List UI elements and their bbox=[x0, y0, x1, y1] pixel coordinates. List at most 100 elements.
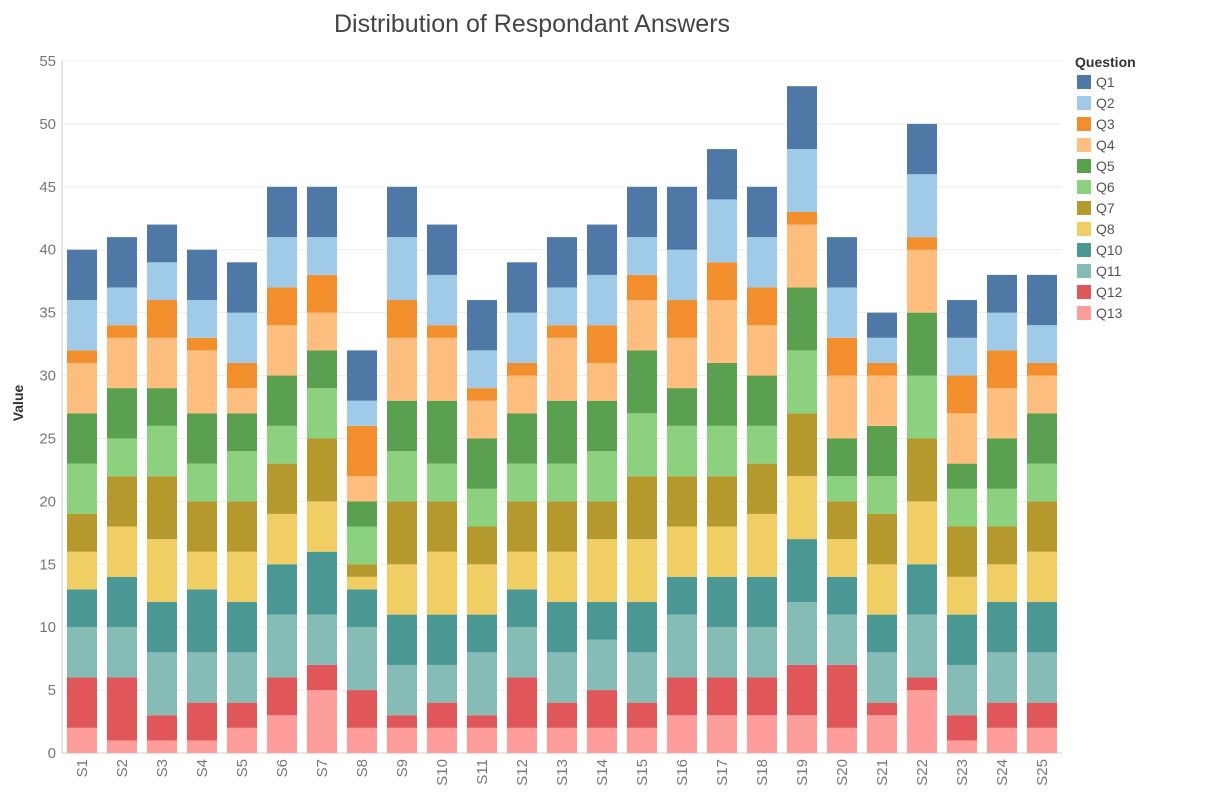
bar-segment-S18-Q12 bbox=[747, 677, 777, 716]
bar-segment-S1-Q5 bbox=[67, 413, 97, 464]
bar-segment-S10-Q2 bbox=[427, 274, 457, 326]
bar-segment-S7-Q1 bbox=[307, 186, 337, 238]
x-axis-ticks: S1 S2 S3 S4 S5 S6 S7 S8 S9 S10 S11 S12 S13 S14 S15 S16 S… bbox=[74, 759, 1051, 786]
bar-segment-S23-Q3 bbox=[947, 375, 977, 414]
legend-swatch-Q10 bbox=[1077, 243, 1091, 257]
legend-title: Question bbox=[1075, 54, 1136, 70]
bar-segment-S9-Q11 bbox=[387, 664, 417, 716]
x-tick-label: S21 bbox=[874, 759, 891, 786]
legend-swatch-Q6 bbox=[1077, 180, 1091, 194]
bar-segment-S12-Q1 bbox=[507, 262, 537, 313]
bar-segment-S2-Q8 bbox=[107, 526, 137, 577]
bar-segment-S3-Q6 bbox=[147, 425, 177, 477]
bar-segment-S8-Q2 bbox=[347, 400, 377, 426]
bar-segment-S24-Q13 bbox=[987, 727, 1017, 753]
bar-segment-S17-Q11 bbox=[707, 627, 737, 678]
bar-segment-S8-Q5 bbox=[347, 501, 377, 527]
bar-segment-S11-Q11 bbox=[467, 652, 497, 716]
bar-segment-S18-Q6 bbox=[747, 425, 777, 464]
bar-segment-S19-Q7 bbox=[787, 413, 817, 477]
bar-segment-S5-Q3 bbox=[227, 362, 257, 389]
bar-segment-S6-Q11 bbox=[267, 614, 297, 678]
y-tick-label: 15 bbox=[39, 556, 56, 573]
bar-segment-S2-Q12 bbox=[107, 677, 137, 741]
bar-segment-S25-Q7 bbox=[1027, 501, 1057, 552]
bar-segment-S12-Q13 bbox=[507, 727, 537, 753]
bar-segment-S15-Q8 bbox=[627, 539, 657, 603]
bar-segment-S25-Q10 bbox=[1027, 602, 1057, 653]
legend-label-Q5: Q5 bbox=[1096, 158, 1115, 174]
bar-segment-S5-Q7 bbox=[227, 501, 257, 552]
bar-segment-S11-Q7 bbox=[467, 526, 497, 565]
bar-segment-S3-Q8 bbox=[147, 539, 177, 603]
bar-segment-S23-Q6 bbox=[947, 488, 977, 527]
bar-segment-S13-Q10 bbox=[547, 602, 577, 653]
bar-segment-S12-Q7 bbox=[507, 501, 537, 552]
bar-segment-S25-Q4 bbox=[1027, 375, 1057, 414]
x-tick-label: S22 bbox=[914, 759, 931, 786]
bar-segment-S6-Q7 bbox=[267, 463, 297, 514]
bar-segment-S15-Q5 bbox=[627, 350, 657, 414]
bar-segment-S5-Q8 bbox=[227, 551, 257, 603]
x-tick-label: S11 bbox=[474, 759, 491, 785]
bar-segment-S21-Q13 bbox=[867, 715, 897, 753]
bar-segment-S20-Q6 bbox=[827, 476, 857, 502]
bar-segment-S24-Q6 bbox=[987, 488, 1017, 527]
bar-segment-S22-Q8 bbox=[907, 501, 937, 565]
bar-segment-S6-Q13 bbox=[267, 715, 297, 753]
bar-segment-S3-Q3 bbox=[147, 300, 177, 338]
bar-segment-S11-Q4 bbox=[467, 400, 497, 439]
bar-segment-S1-Q11 bbox=[67, 627, 97, 678]
legend-label-Q2: Q2 bbox=[1096, 95, 1115, 111]
y-tick-label: 35 bbox=[39, 305, 56, 322]
bar-segment-S23-Q5 bbox=[947, 463, 977, 489]
bar-segment-S23-Q11 bbox=[947, 664, 977, 716]
x-tick-label: S12 bbox=[514, 759, 531, 786]
bar-segment-S22-Q7 bbox=[907, 438, 937, 502]
bar-segment-S21-Q11 bbox=[867, 652, 897, 703]
bar-segment-S24-Q11 bbox=[987, 652, 1017, 703]
legend-label-Q10: Q10 bbox=[1096, 242, 1123, 258]
bar-segment-S14-Q8 bbox=[587, 539, 617, 603]
bar-segment-S19-Q10 bbox=[787, 539, 817, 603]
bar-segment-S10-Q5 bbox=[427, 400, 457, 464]
legend-label-Q13: Q13 bbox=[1096, 305, 1123, 321]
bar-segment-S10-Q7 bbox=[427, 501, 457, 552]
bar-segment-S14-Q11 bbox=[587, 639, 617, 691]
x-tick-label: S6 bbox=[274, 759, 291, 777]
bar-segment-S19-Q2 bbox=[787, 149, 817, 212]
bar-segment-S7-Q12 bbox=[307, 664, 337, 691]
bar-segment-S2-Q2 bbox=[107, 287, 137, 326]
bar-segment-S20-Q13 bbox=[827, 727, 857, 753]
bar-segment-S12-Q5 bbox=[507, 413, 537, 464]
y-tick-label: 5 bbox=[48, 682, 56, 699]
bar-segment-S12-Q8 bbox=[507, 551, 537, 590]
bar-segment-S20-Q12 bbox=[827, 664, 857, 728]
x-tick-label: S4 bbox=[194, 759, 211, 777]
bar-segment-S17-Q13 bbox=[707, 715, 737, 753]
bar-stack-S22 bbox=[907, 123, 937, 753]
bar-segment-S12-Q12 bbox=[507, 677, 537, 728]
bar-segment-S18-Q1 bbox=[747, 186, 777, 238]
bar-segment-S24-Q1 bbox=[987, 274, 1017, 313]
legend-swatch-Q7 bbox=[1077, 201, 1091, 215]
bar-stack-S3 bbox=[147, 224, 177, 753]
bar-segment-S17-Q12 bbox=[707, 677, 737, 716]
bar-segment-S21-Q3 bbox=[867, 362, 897, 376]
bar-segment-S23-Q7 bbox=[947, 526, 977, 577]
bar-segment-S20-Q2 bbox=[827, 287, 857, 338]
bar-stack-S10 bbox=[427, 224, 457, 753]
bar-segment-S16-Q11 bbox=[667, 614, 697, 678]
bar-segment-S3-Q1 bbox=[147, 224, 177, 263]
bar-segment-S9-Q12 bbox=[387, 715, 417, 728]
bar-segment-S3-Q11 bbox=[147, 652, 177, 716]
bar-segment-S2-Q4 bbox=[107, 337, 137, 389]
bar-segment-S8-Q6 bbox=[347, 526, 377, 565]
bar-segment-S10-Q13 bbox=[427, 727, 457, 753]
x-tick-label: S5 bbox=[234, 759, 251, 777]
bar-segment-S24-Q7 bbox=[987, 526, 1017, 565]
bar-segment-S16-Q2 bbox=[667, 249, 697, 301]
bar-segment-S23-Q12 bbox=[947, 715, 977, 741]
bar-segment-S8-Q4 bbox=[347, 476, 377, 502]
bar-segment-S25-Q1 bbox=[1027, 274, 1057, 326]
